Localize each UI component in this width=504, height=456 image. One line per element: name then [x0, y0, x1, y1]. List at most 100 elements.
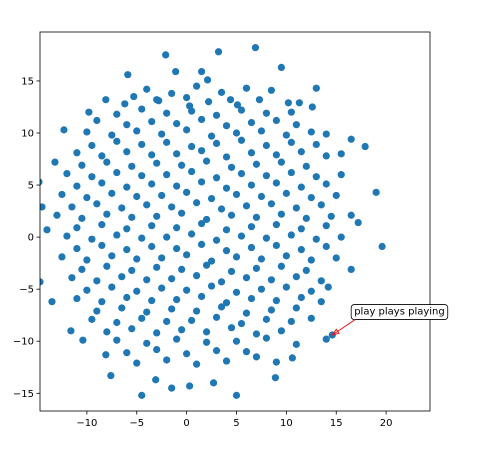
point [78, 161, 86, 169]
point [307, 128, 315, 136]
point [123, 246, 131, 254]
point [48, 298, 56, 306]
point [158, 130, 166, 138]
point [158, 191, 166, 200]
point [212, 313, 221, 321]
point [282, 131, 290, 139]
point [332, 254, 340, 262]
point [163, 171, 171, 179]
plot-area [40, 32, 430, 411]
point [302, 162, 310, 170]
point [168, 305, 176, 313]
point [178, 265, 186, 273]
point [207, 194, 216, 203]
x-tick-label: −10 [76, 418, 97, 429]
point [322, 130, 330, 138]
point [88, 235, 96, 243]
point [118, 273, 126, 281]
point [192, 360, 201, 368]
point [288, 354, 296, 362]
point [138, 140, 146, 149]
point [287, 108, 295, 116]
point [292, 273, 300, 281]
point [124, 71, 132, 79]
point [148, 222, 156, 230]
point [232, 190, 241, 199]
point [217, 88, 226, 96]
point [317, 298, 325, 306]
point [347, 265, 355, 273]
point [262, 234, 271, 242]
point [292, 304, 300, 312]
y-tick-label: 5 [28, 181, 34, 192]
point [217, 303, 226, 311]
point [188, 107, 196, 115]
point [262, 141, 271, 150]
point [361, 142, 369, 151]
point [252, 264, 261, 272]
point [324, 283, 332, 291]
point [173, 244, 181, 253]
point [209, 379, 218, 387]
point [354, 218, 362, 227]
point [272, 179, 280, 187]
point [85, 108, 93, 116]
point [284, 99, 292, 107]
point [222, 247, 231, 255]
point [217, 278, 226, 286]
point [262, 315, 271, 323]
point [68, 274, 76, 282]
point [308, 103, 316, 111]
point [322, 335, 330, 343]
point [337, 171, 345, 179]
point [247, 243, 256, 252]
annotation-box [350, 304, 449, 320]
point [378, 242, 386, 251]
point [292, 340, 300, 348]
point [103, 328, 111, 336]
x-tick-label: 20 [380, 418, 393, 429]
point [222, 184, 231, 192]
point [312, 173, 320, 181]
point [188, 142, 196, 151]
point [257, 255, 266, 263]
point [277, 327, 285, 335]
point [172, 67, 180, 76]
point [287, 138, 295, 146]
point [297, 148, 305, 156]
point [188, 167, 196, 176]
point [183, 93, 191, 102]
point [162, 51, 170, 59]
point [207, 132, 216, 140]
point [287, 317, 295, 326]
point [233, 101, 242, 109]
point [163, 317, 171, 326]
point [128, 213, 136, 221]
point [217, 205, 226, 213]
point [197, 115, 206, 124]
point [148, 117, 156, 126]
y-tick-label: −10 [13, 337, 34, 348]
point [113, 168, 121, 177]
y-tick-label: 10 [21, 128, 34, 139]
point [202, 157, 211, 165]
point [121, 100, 129, 108]
point [307, 256, 315, 264]
point [197, 147, 206, 155]
point [222, 299, 231, 307]
point [158, 284, 166, 292]
point [123, 148, 131, 156]
point [222, 122, 231, 130]
point [128, 325, 136, 333]
point [40, 178, 43, 186]
point [83, 256, 91, 264]
x-tick-label: 10 [280, 418, 293, 429]
annotation-text: play plays playing [354, 307, 445, 318]
point [53, 211, 61, 219]
point [212, 236, 221, 244]
point [212, 347, 221, 355]
points [40, 44, 386, 399]
point [322, 152, 330, 160]
annotation-arrow [331, 319, 356, 336]
